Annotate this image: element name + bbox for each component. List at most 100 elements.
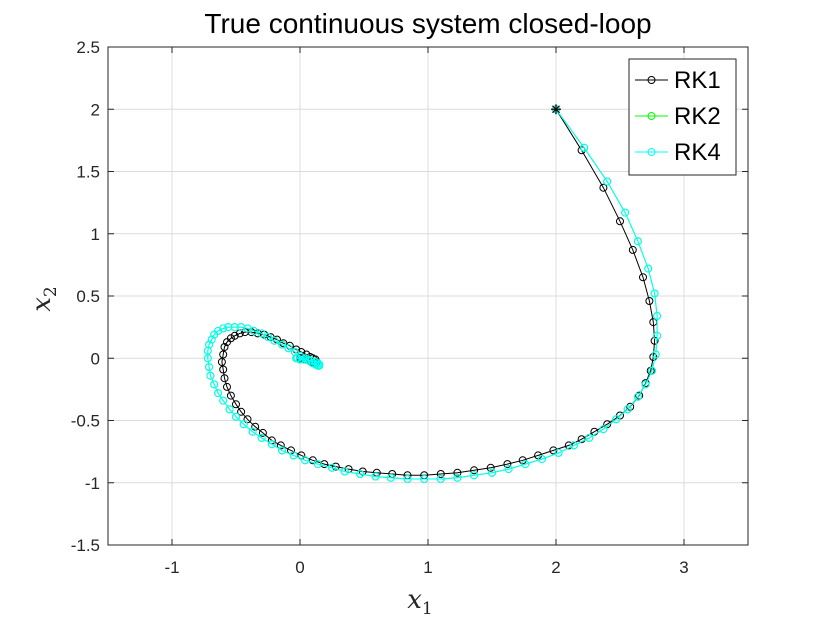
legend-label: RK2 [674,103,721,130]
data-point [453,468,462,477]
data-point [205,363,214,371]
data-point [257,433,266,442]
y-axis-label-main: x [27,297,57,312]
x-axis-label-main: x [407,585,422,615]
data-point [276,441,285,450]
data-point [436,475,445,483]
data-point [289,451,298,460]
data-point [650,289,659,298]
data-point [436,470,445,478]
chart-title: True continuous system closed-loop [204,8,651,39]
data-point [599,425,608,434]
data-point [386,473,395,482]
data-point [612,415,621,424]
y-tick-label: 1.5 [76,163,100,182]
data-point [225,405,234,414]
tick-labels: -1 0 1 2 3 -1.5 -1 -0.5 0 0.5 1 1.5 2 2.5 [71,38,748,577]
x-tick-label: 0 [295,558,304,577]
data-point [470,471,479,480]
data-point [340,467,349,476]
legend-entry-rk1: RK1 [635,67,721,94]
data-point [223,382,231,391]
data-point [503,460,512,469]
y-tick-label: -0.5 [71,412,100,431]
y-axis-label-subscript: 2 [41,286,61,297]
data-point [577,146,586,155]
data-point [232,412,240,421]
data-point [554,448,563,457]
data-point [219,396,228,405]
data-point [210,380,219,389]
data-point [214,389,223,398]
legend-entry-rk2: RK2 [635,103,721,130]
data-point [603,420,612,429]
data-point [297,348,306,356]
data-point [331,462,340,471]
data-point [470,466,479,475]
data-point [641,380,650,389]
x-tick-label: 2 [551,558,560,577]
data-point [453,473,462,482]
data-point [220,374,229,383]
data-point [648,366,656,375]
data-point [521,460,530,469]
data-point [301,456,310,465]
x-tick-label: -1 [164,558,179,577]
data-point [577,435,586,444]
y-tick-label: 1 [91,225,100,244]
data-point [653,331,662,340]
start-point-marker [551,104,561,115]
legend-marker [647,112,656,120]
data-point [217,358,226,366]
data-point [239,420,248,429]
data-point [621,208,630,217]
data-point [403,475,412,483]
data-point [564,441,573,450]
y-tick-label: 2.5 [76,38,100,57]
data-point [313,460,322,469]
data-point [226,391,235,400]
data-point [205,340,214,349]
data-point [207,335,216,344]
x-axis-label: x1 [407,585,433,617]
data-point [356,470,365,478]
start-marker-stroke [552,105,560,114]
data-point [371,472,380,481]
data-point [284,344,293,353]
data-point [644,264,653,273]
data-point [635,391,644,400]
data-point [308,456,317,465]
legend-entries: RK1 RK2 RK4 [635,67,721,166]
data-point [243,415,252,424]
data-point [420,475,429,483]
data-point [270,336,279,345]
data-point [264,333,272,342]
data-point [219,324,228,333]
y-tick-label: 0 [91,349,100,368]
data-point [307,356,316,365]
data-point [486,463,495,472]
data-point [248,427,257,436]
data-point [585,433,594,442]
data-point [653,311,662,320]
series-layer [203,104,662,483]
data-point [549,446,558,455]
data-point [219,350,228,359]
data-point [633,392,642,401]
legend-box [628,58,737,176]
data-point [292,354,301,363]
data-point [628,245,637,254]
data-point [649,353,658,361]
data-point [267,440,276,449]
data-point [569,441,578,450]
data-point [311,358,320,366]
x-axis-label-subscript: 1 [422,599,433,617]
legend: RK1 RK2 RK4 [628,58,737,176]
data-point [537,455,546,464]
data-point [206,371,215,380]
data-point [639,273,647,282]
data-point [251,422,260,431]
x-tick-label: 1 [423,558,432,577]
data-point [504,465,513,474]
